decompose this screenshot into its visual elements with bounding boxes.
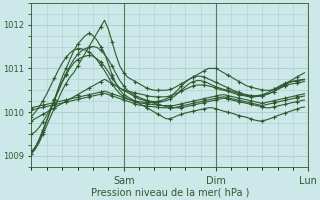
X-axis label: Pression niveau de la mer( hPa ): Pression niveau de la mer( hPa ) bbox=[91, 187, 249, 197]
